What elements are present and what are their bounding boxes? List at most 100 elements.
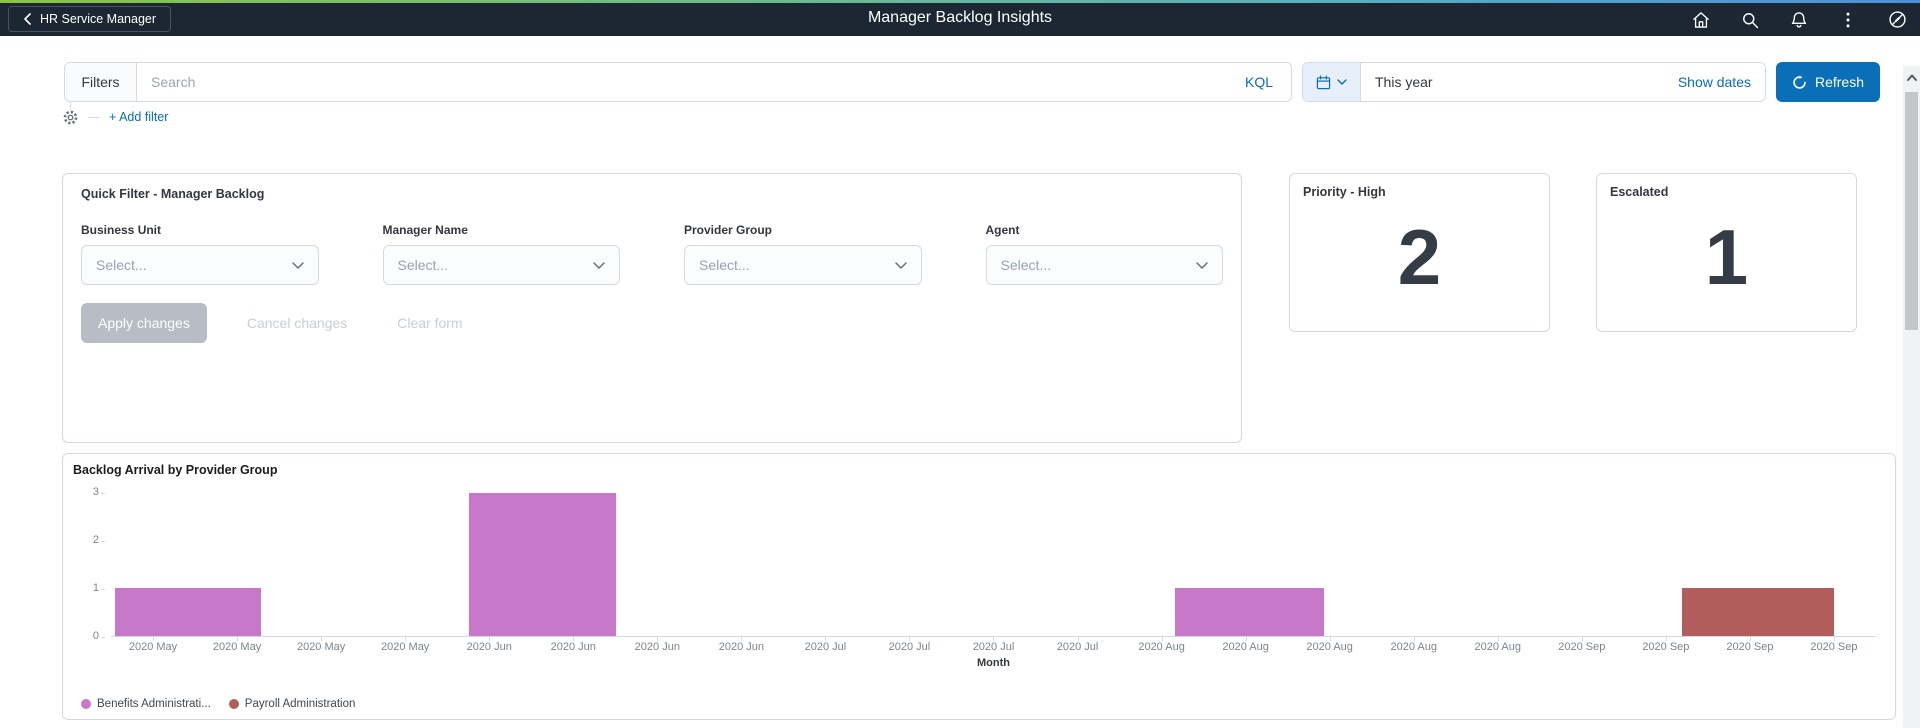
field-business-unit: Business Unit Select... (81, 223, 319, 285)
chart-bar[interactable] (1175, 588, 1324, 636)
help-compass-icon[interactable] (1886, 9, 1908, 31)
y-axis-label: 1 (92, 582, 106, 594)
select-placeholder: Select... (397, 257, 449, 273)
home-icon[interactable] (1690, 9, 1712, 31)
kql-button[interactable]: KQL (1227, 63, 1291, 101)
add-filter-link[interactable]: + Add filter (109, 110, 169, 124)
x-axis-label: 2020 Sep (1624, 637, 1708, 653)
x-axis-label: 2020 Jul (1036, 637, 1120, 653)
x-axis-label: 2020 Sep (1708, 637, 1792, 653)
kql-label: KQL (1244, 74, 1273, 90)
field-label: Agent (985, 223, 1020, 237)
chart-panel: Backlog Arrival by Provider Group 0 1 2 3 2… (62, 453, 1896, 720)
field-agent: Agent Select... (985, 223, 1223, 285)
x-axis-label: 2020 May (195, 637, 279, 653)
filter-connector-line (70, 102, 71, 110)
legend-item[interactable]: Payroll Administration (228, 698, 355, 710)
chart-bar[interactable] (1681, 588, 1834, 636)
quick-filter-panel: Quick Filter - Manager Backlog Business … (62, 173, 1242, 443)
legend-label: Benefits Administrati... (97, 698, 211, 710)
x-axis-label: 2020 Jul (867, 637, 951, 653)
field-label: Provider Group (684, 223, 773, 237)
select-placeholder: Select... (699, 257, 750, 273)
more-options-icon[interactable] (1837, 9, 1859, 31)
x-axis-label: 2020 Aug (1456, 637, 1540, 653)
x-axis-label: 2020 Jun (615, 637, 699, 653)
filters-button-label: Filters (81, 74, 120, 90)
x-axis-label: 2020 May (279, 637, 363, 653)
metric-value: 1 (1704, 212, 1749, 301)
search-input[interactable] (137, 63, 1227, 101)
apply-changes-button[interactable]: Apply changes (81, 303, 207, 343)
scrollbar-thumb[interactable] (1905, 92, 1918, 330)
provider-group-select[interactable]: Select... (684, 245, 922, 285)
x-axis-label: 2020 May (111, 637, 195, 653)
add-filter-row: + Add filter (62, 107, 168, 127)
y-axis-label: 0 (92, 630, 106, 642)
app-header: HR Service Manager Manager Backlog Insig… (0, 0, 1920, 36)
select-placeholder: Select... (96, 257, 147, 273)
y-axis-label: 2 (92, 534, 106, 546)
chevron-down-icon (1337, 79, 1347, 85)
x-axis-label: 2020 Aug (1372, 637, 1456, 653)
quick-filter-title: Quick Filter - Manager Backlog (81, 187, 265, 201)
cancel-changes-button[interactable]: Cancel changes (237, 315, 357, 331)
x-axis-label: 2020 Jun (447, 637, 531, 653)
x-axis-label: 2020 Aug (1204, 637, 1288, 653)
metric-title: Escalated (1610, 185, 1669, 199)
x-axis-label: 2020 Sep (1540, 637, 1624, 653)
divider-dash (88, 116, 100, 118)
x-axis-label: 2020 Aug (1120, 637, 1204, 653)
brand-gradient-strip (0, 0, 1920, 3)
clear-form-button[interactable]: Clear form (387, 315, 472, 331)
search-bar: Filters KQL (64, 62, 1292, 102)
vertical-scrollbar[interactable] (1903, 66, 1920, 728)
y-axis: 0 1 2 3 (63, 486, 107, 642)
metric-value: 2 (1397, 212, 1442, 301)
field-provider-group: Provider Group Select... (684, 223, 922, 285)
date-range-value[interactable]: This year (1375, 74, 1433, 90)
y-axis-label: 3 (92, 486, 106, 498)
refresh-button[interactable]: Refresh (1776, 62, 1880, 102)
notifications-icon[interactable] (1788, 9, 1810, 31)
x-axis-label: 2020 May (363, 637, 447, 653)
date-picker: This year Show dates (1302, 62, 1766, 102)
back-button-label: HR Service Manager (40, 12, 157, 26)
x-axis-label: 2020 Aug (1288, 637, 1372, 653)
back-button[interactable]: HR Service Manager (8, 6, 172, 32)
page-title: Manager Backlog Insights (867, 9, 1053, 26)
field-label: Manager Name (382, 223, 468, 237)
business-unit-select[interactable]: Select... (81, 245, 319, 285)
quick-filter-buttons: Apply changes Cancel changes Clear form (81, 303, 1223, 343)
chevron-down-icon (894, 261, 907, 269)
agent-select[interactable]: Select... (985, 245, 1223, 285)
chevron-down-icon (593, 261, 605, 269)
scrollbar-up-arrow-icon[interactable] (1903, 66, 1920, 88)
quick-filter-fields: Business Unit Select... Manager Name Sel… (81, 223, 1223, 285)
legend-item[interactable]: Benefits Administrati... (81, 698, 211, 710)
x-axis-label: 2020 Jun (531, 637, 615, 653)
manager-name-select[interactable]: Select... (382, 245, 620, 285)
chart-bar[interactable] (469, 493, 616, 636)
metric-card-priority-high: Priority - High 2 (1289, 173, 1550, 332)
x-axis-label: 2020 Jul (783, 637, 867, 653)
header-icon-group (1690, 3, 1908, 36)
chart-title: Backlog Arrival by Provider Group (73, 463, 278, 477)
select-placeholder: Select... (1000, 257, 1052, 273)
refresh-label: Refresh (1814, 74, 1865, 90)
chart-legend: Benefits Administrati... Payroll Administ… (81, 698, 355, 710)
x-axis-title: Month (977, 657, 1010, 669)
date-quick-select-button[interactable] (1303, 63, 1361, 101)
search-icon[interactable] (1739, 9, 1761, 31)
gear-icon[interactable] (62, 109, 79, 126)
filters-button[interactable]: Filters (65, 63, 137, 101)
field-manager-name: Manager Name Select... (382, 223, 620, 285)
x-axis: 2020 May 2020 May 2020 May 2020 May 2020 Jun… (111, 637, 1876, 653)
metric-card-escalated: Escalated 1 (1596, 173, 1857, 332)
show-dates-link[interactable]: Show dates (1677, 74, 1751, 90)
metric-title: Priority - High (1303, 185, 1386, 199)
legend-dot-icon (228, 699, 239, 709)
x-axis-label: 2020 Jul (951, 637, 1035, 653)
chart-bar[interactable] (114, 588, 261, 636)
chevron-down-icon (291, 261, 304, 269)
